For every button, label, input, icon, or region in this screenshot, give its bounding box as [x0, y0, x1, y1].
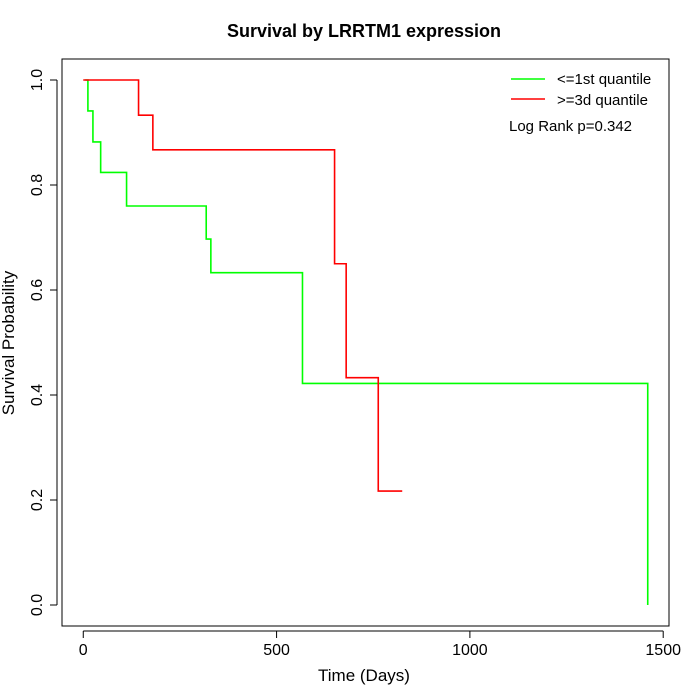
x-tick-label: 500: [263, 642, 290, 659]
y-tick-label: 0.2: [29, 489, 46, 511]
x-axis-label: Time (Days): [318, 666, 410, 685]
chart-title: Survival by LRRTM1 expression: [227, 21, 501, 41]
legend-label-low: <=1st quantile: [557, 71, 651, 88]
x-tick-label: 1500: [645, 642, 681, 659]
x-tick-label: 0: [79, 642, 88, 659]
y-tick-label: 0.0: [29, 594, 46, 616]
series-layer: [83, 79, 649, 605]
legend-label-high: >=3d quantile: [557, 92, 648, 109]
plot-frame: [61, 58, 670, 627]
y-tick-label: 0.4: [29, 384, 46, 406]
y-tick-label: 1.0: [29, 69, 46, 91]
x-axis: 0 500 1000 1500: [79, 630, 681, 659]
log-rank-annotation: Log Rank p=0.342: [509, 118, 632, 135]
y-axis: 0.0 0.2 0.4 0.6 0.8 1.0: [29, 69, 58, 616]
x-tick-label: 1000: [452, 642, 488, 659]
series-line-low: [85, 79, 649, 605]
legend: <=1st quantile >=3d quantile Log Rank p=…: [509, 71, 651, 135]
y-axis-label: Survival Probability: [0, 270, 18, 415]
series-line-high: [83, 79, 403, 492]
y-tick-label: 0.8: [29, 174, 46, 196]
y-tick-label: 0.6: [29, 279, 46, 301]
